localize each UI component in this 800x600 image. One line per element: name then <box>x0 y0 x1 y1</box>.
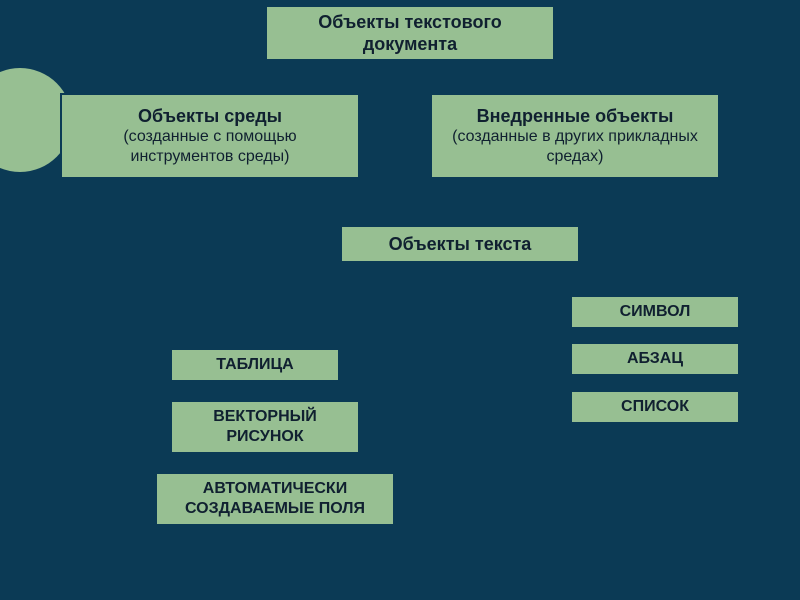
node-text-objects: Объекты текста <box>340 225 580 263</box>
node-txt-title: Объекты текста <box>389 233 532 256</box>
node-env-title: Объекты среды <box>138 105 282 128</box>
node-symbol: СИМВОЛ <box>570 295 740 329</box>
node-para-title: АБЗАЦ <box>627 349 683 369</box>
node-auto-fields: АВТОМАТИЧЕСКИ СОЗДАВАЕМЫЕ ПОЛЯ <box>155 472 395 526</box>
node-auto-title: АВТОМАТИЧЕСКИ СОЗДАВАЕМЫЕ ПОЛЯ <box>165 479 385 519</box>
node-list: СПИСОК <box>570 390 740 424</box>
node-embed-sub: (созданные в других прикладных средах) <box>440 127 710 167</box>
node-paragraph: АБЗАЦ <box>570 342 740 376</box>
node-root: Объекты текстового документа <box>265 5 555 61</box>
node-vector-drawing: ВЕКТОРНЫЙ РИСУНОК <box>170 400 360 454</box>
node-table-title: ТАБЛИЦА <box>216 355 293 375</box>
node-env-sub: (созданные с помощью инструментов среды) <box>70 127 350 167</box>
node-root-title: Объекты текстового документа <box>275 11 545 56</box>
node-list-title: СПИСОК <box>621 397 689 417</box>
node-embed-title: Внедренные объекты <box>477 105 674 128</box>
node-embedded: Внедренные объекты(созданные в других пр… <box>430 93 720 179</box>
node-symbol-title: СИМВОЛ <box>620 302 691 322</box>
node-environment: Объекты среды(созданные с помощью инстру… <box>60 93 360 179</box>
node-vector-title: ВЕКТОРНЫЙ РИСУНОК <box>180 407 350 447</box>
node-table: ТАБЛИЦА <box>170 348 340 382</box>
